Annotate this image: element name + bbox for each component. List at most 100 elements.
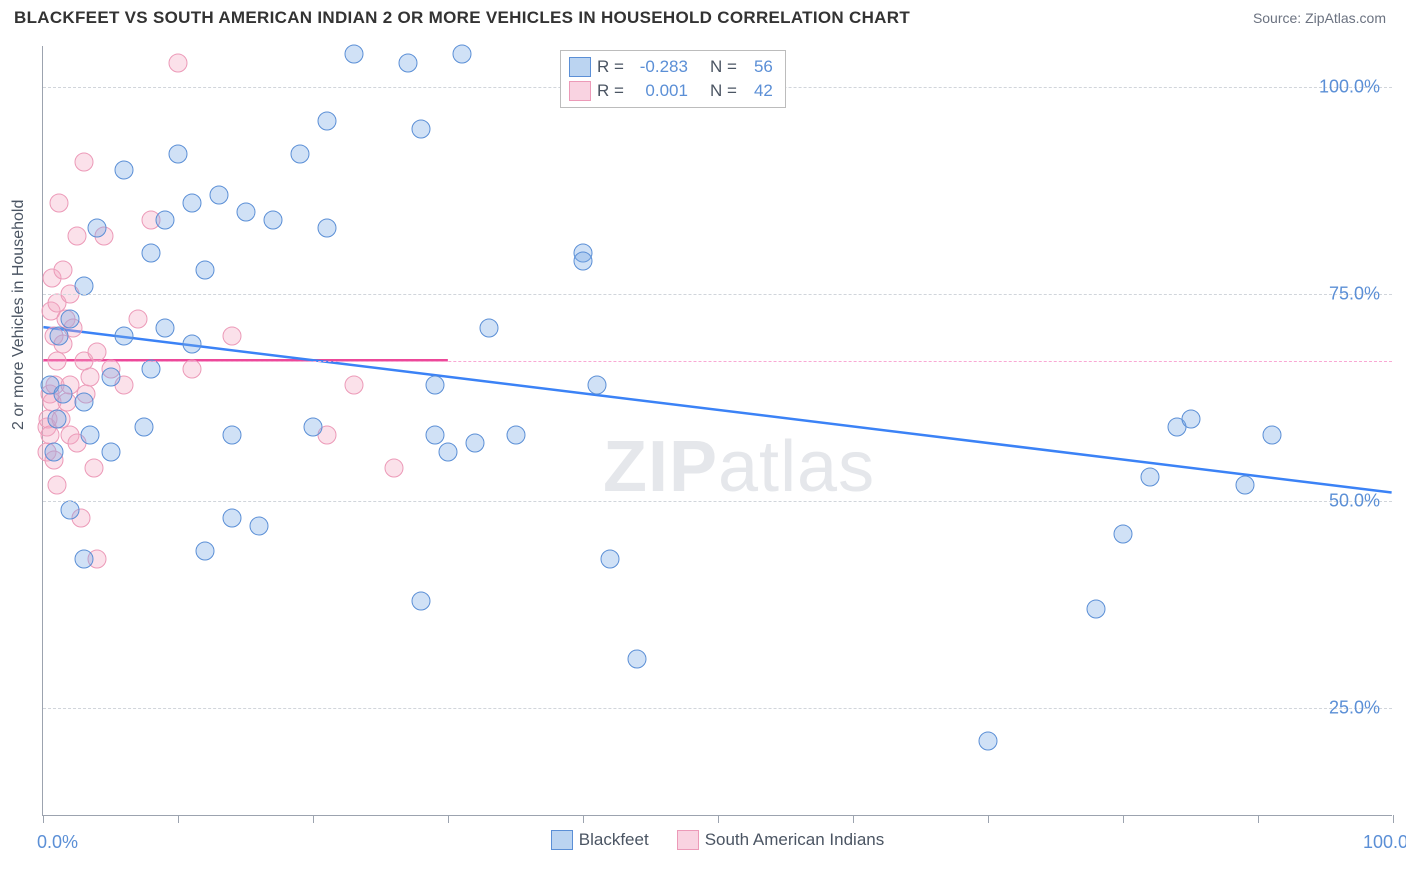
legend-row: R =-0.283N =56 bbox=[569, 55, 773, 79]
legend-swatch bbox=[551, 830, 573, 850]
legend-swatch bbox=[569, 81, 591, 101]
data-point-blue bbox=[101, 368, 120, 387]
legend-swatch bbox=[677, 830, 699, 850]
legend-r-label: R = bbox=[597, 79, 624, 103]
y-tick-label: 75.0% bbox=[1329, 284, 1380, 305]
data-point-pink bbox=[47, 475, 66, 494]
data-point-blue bbox=[209, 186, 228, 205]
data-point-blue bbox=[317, 219, 336, 238]
data-point-blue bbox=[506, 426, 525, 445]
x-tick bbox=[1123, 815, 1124, 823]
data-point-blue bbox=[412, 591, 431, 610]
data-point-blue bbox=[155, 318, 174, 337]
data-point-blue bbox=[44, 442, 63, 461]
legend-correlation-box: R =-0.283N =56R =0.001N =42 bbox=[560, 50, 786, 108]
legend-bottom: Blackfeet South American Indians bbox=[43, 830, 1392, 855]
data-point-blue bbox=[425, 376, 444, 395]
data-point-blue bbox=[54, 384, 73, 403]
data-point-blue bbox=[587, 376, 606, 395]
data-point-blue bbox=[223, 508, 242, 527]
x-tick bbox=[988, 815, 989, 823]
data-point-blue bbox=[1235, 475, 1254, 494]
chart-plot-area: ZIPatlas BlackfeetSouth American Indians… bbox=[42, 46, 1392, 816]
data-point-pink bbox=[169, 53, 188, 72]
data-point-blue bbox=[74, 277, 93, 296]
legend-n-label: N = bbox=[710, 79, 737, 103]
data-point-pink bbox=[128, 310, 147, 329]
data-point-blue bbox=[1262, 426, 1281, 445]
data-point-blue bbox=[1114, 525, 1133, 544]
data-point-pink bbox=[74, 152, 93, 171]
y-tick-label: 25.0% bbox=[1329, 698, 1380, 719]
legend-series-label: South American Indians bbox=[705, 830, 885, 850]
data-point-blue bbox=[979, 732, 998, 751]
data-point-blue bbox=[88, 219, 107, 238]
trendline-pink-dashed bbox=[43, 361, 1392, 362]
data-point-blue bbox=[223, 426, 242, 445]
x-tick bbox=[1258, 815, 1259, 823]
data-point-blue bbox=[452, 45, 471, 64]
data-point-blue bbox=[101, 442, 120, 461]
data-point-blue bbox=[601, 550, 620, 569]
data-point-blue bbox=[142, 243, 161, 262]
data-point-pink bbox=[223, 326, 242, 345]
data-point-blue bbox=[74, 550, 93, 569]
legend-series: Blackfeet bbox=[551, 830, 649, 850]
x-tick bbox=[313, 815, 314, 823]
data-point-blue bbox=[263, 210, 282, 229]
data-point-blue bbox=[290, 144, 309, 163]
data-point-blue bbox=[439, 442, 458, 461]
legend-r-value: 0.001 bbox=[630, 79, 688, 103]
data-point-blue bbox=[317, 111, 336, 130]
legend-n-value: 56 bbox=[743, 55, 773, 79]
x-tick bbox=[853, 815, 854, 823]
gridline bbox=[43, 294, 1392, 295]
data-point-blue bbox=[74, 393, 93, 412]
data-point-pink bbox=[85, 459, 104, 478]
data-point-blue bbox=[304, 417, 323, 436]
x-tick-label: 0.0% bbox=[37, 832, 78, 853]
data-point-blue bbox=[135, 417, 154, 436]
data-point-blue bbox=[169, 144, 188, 163]
data-point-blue bbox=[628, 649, 647, 668]
data-point-blue bbox=[479, 318, 498, 337]
y-tick-label: 50.0% bbox=[1329, 491, 1380, 512]
data-point-blue bbox=[115, 326, 134, 345]
x-tick bbox=[583, 815, 584, 823]
data-point-blue bbox=[412, 119, 431, 138]
gridline bbox=[43, 501, 1392, 502]
data-point-blue bbox=[47, 409, 66, 428]
data-point-blue bbox=[1181, 409, 1200, 428]
legend-series-label: Blackfeet bbox=[579, 830, 649, 850]
y-axis-label: 2 or more Vehicles in Household bbox=[10, 200, 28, 430]
data-point-blue bbox=[425, 426, 444, 445]
data-point-blue bbox=[574, 252, 593, 271]
x-tick-label: 100.0% bbox=[1363, 832, 1406, 853]
data-point-blue bbox=[344, 45, 363, 64]
data-point-blue bbox=[196, 542, 215, 561]
x-tick bbox=[448, 815, 449, 823]
data-point-blue bbox=[115, 161, 134, 180]
data-point-blue bbox=[182, 335, 201, 354]
data-point-pink bbox=[88, 343, 107, 362]
data-point-pink bbox=[344, 376, 363, 395]
legend-r-value: -0.283 bbox=[630, 55, 688, 79]
data-point-pink bbox=[67, 227, 86, 246]
chart-title: BLACKFEET VS SOUTH AMERICAN INDIAN 2 OR … bbox=[14, 8, 910, 28]
x-tick bbox=[718, 815, 719, 823]
data-point-blue bbox=[50, 326, 69, 345]
data-point-blue bbox=[1141, 467, 1160, 486]
legend-swatch bbox=[569, 57, 591, 77]
legend-r-label: R = bbox=[597, 55, 624, 79]
data-point-pink bbox=[81, 368, 100, 387]
x-tick bbox=[1393, 815, 1394, 823]
data-point-blue bbox=[250, 517, 269, 536]
data-point-blue bbox=[61, 500, 80, 519]
x-tick bbox=[178, 815, 179, 823]
data-point-pink bbox=[385, 459, 404, 478]
source-label: Source: ZipAtlas.com bbox=[1253, 10, 1386, 26]
data-point-blue bbox=[398, 53, 417, 72]
x-tick bbox=[43, 815, 44, 823]
data-point-blue bbox=[466, 434, 485, 453]
legend-row: R =0.001N =42 bbox=[569, 79, 773, 103]
